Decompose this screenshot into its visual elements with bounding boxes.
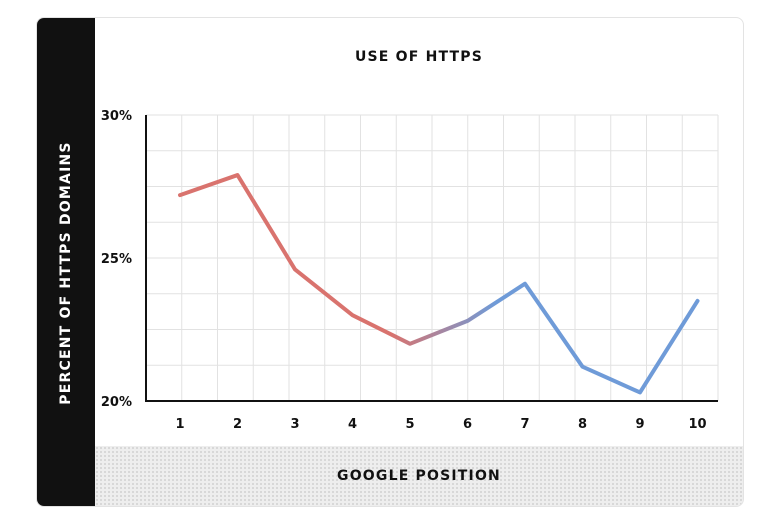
y-tick-label: 25%: [101, 252, 132, 267]
y-tick-label: 20%: [101, 395, 132, 410]
x-tick-labels: 1 2 3 4 5 6 7 8 9 10: [175, 417, 706, 432]
x-tick-label: 6: [463, 417, 472, 432]
chart-title: USE OF HTTPS: [354, 49, 484, 65]
x-tick-label: 8: [578, 417, 587, 432]
x-tick-label: 2: [233, 417, 242, 432]
series-group: [178, 173, 700, 395]
grid: [145, 114, 719, 401]
x-axis-label: GOOGLE POSITION: [337, 468, 501, 484]
x-tick-label: 3: [290, 417, 299, 432]
y-axis-label-band: PERCENT OF HTTPS DOMAINS: [37, 18, 95, 506]
x-tick-label: 9: [635, 417, 644, 432]
x-tick-label: 1: [175, 417, 184, 432]
series-line: [178, 173, 700, 395]
x-tick-label: 5: [405, 417, 414, 432]
y-tick-labels: 20% 25% 30%: [101, 109, 132, 410]
x-tick-label: 7: [520, 417, 529, 432]
x-tick-label: 4: [348, 417, 357, 432]
chart-card: PERCENT OF HTTPS DOMAINS USE OF HTTPS GO…: [36, 17, 744, 507]
axes: [145, 115, 718, 402]
x-axis-label-band: GOOGLE POSITION: [95, 446, 743, 506]
y-tick-label: 30%: [101, 109, 132, 124]
x-tick-label: 10: [688, 417, 706, 432]
